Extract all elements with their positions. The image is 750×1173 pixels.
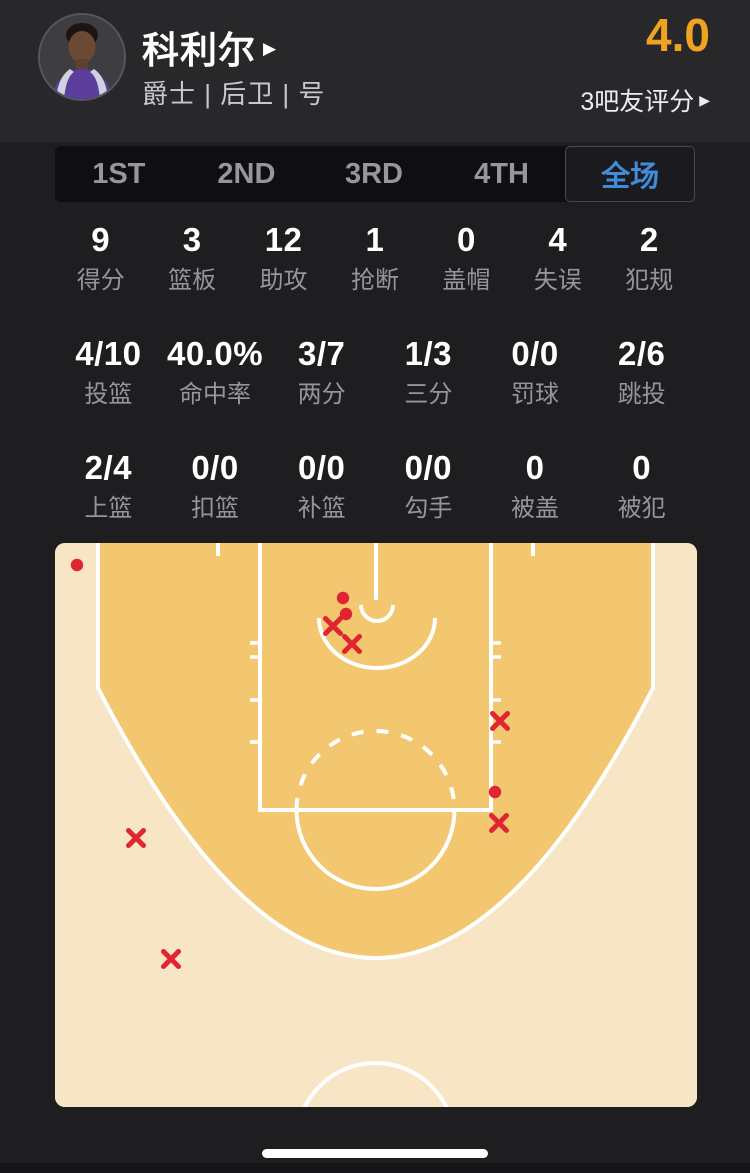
stat-points: 9 得分 <box>55 222 146 295</box>
rating-link[interactable]: 3吧友评分 ▶ <box>580 82 710 118</box>
stat-jumpshot: 2/6 跳投 <box>588 336 695 409</box>
stat-blocked: 0 被盖 <box>482 450 589 523</box>
stat-blocks: 0 盖帽 <box>421 222 512 295</box>
stat-fouls: 2 犯规 <box>604 222 695 295</box>
missed-shot-marker <box>489 813 509 833</box>
stat-blocked-label: 被盖 <box>511 495 560 522</box>
player-header: 科利尔 ▶ 爵士 | 后卫 | 号 4.0 3吧友评分 ▶ <box>0 0 750 142</box>
stat-points-label: 得分 <box>76 267 125 294</box>
stat-fg-label: 投篮 <box>84 381 133 408</box>
stat-rebounds-label: 篮板 <box>168 267 217 294</box>
stat-fg: 4/10 投篮 <box>55 336 162 409</box>
stat-steals-label: 抢断 <box>350 267 399 294</box>
stat-layup-label: 上篮 <box>84 495 133 522</box>
stat-2pt-value: 3/7 <box>297 335 346 372</box>
stat-hook: 0/0 勾手 <box>375 450 482 523</box>
stat-fouled-label: 被犯 <box>617 495 666 522</box>
stat-putback-value: 0/0 <box>297 449 346 486</box>
stat-blocked-value: 0 <box>525 449 545 486</box>
stats-row-shot-types: 2/4 上篮 0/0 扣篮 0/0 补篮 0/0 勾手 0 被盖 0 被犯 <box>55 450 695 523</box>
stat-blocks-label: 盖帽 <box>442 267 491 294</box>
made-shot-marker <box>336 591 350 605</box>
missed-shot-marker <box>342 634 362 654</box>
stat-2pt: 3/7 两分 <box>268 336 375 409</box>
player-name-link[interactable]: 科利尔 ▶ <box>142 20 276 74</box>
chevron-right-icon: ▶ <box>699 91 710 108</box>
tab-3rd[interactable]: 3RD <box>344 157 403 190</box>
stat-fg-value: 4/10 <box>75 335 142 372</box>
stat-dunk: 0/0 扣篮 <box>162 450 269 523</box>
stat-layup-value: 2/4 <box>84 449 133 486</box>
stat-points-value: 9 <box>91 221 111 258</box>
stat-fouled: 0 被犯 <box>588 450 695 523</box>
missed-shot-marker <box>323 616 343 636</box>
stat-3pt-value: 1/3 <box>404 335 453 372</box>
stats-row-basic: 9 得分 3 篮板 12 助攻 1 抢断 0 盖帽 4 失误 2 犯规 <box>55 222 695 295</box>
stat-layup: 2/4 上篮 <box>55 450 162 523</box>
missed-shot-marker <box>490 711 510 731</box>
halfcourt-diagram <box>55 543 697 1107</box>
stat-assists-value: 12 <box>264 221 303 258</box>
home-indicator <box>262 1149 488 1158</box>
rating-label: 3吧友评分 <box>580 88 695 116</box>
stat-fg-pct: 40.0% 命中率 <box>162 336 269 409</box>
stat-assists: 12 助攻 <box>238 222 329 295</box>
stat-putback-label: 补篮 <box>297 495 346 522</box>
missed-shot-marker <box>161 949 181 969</box>
missed-shot-marker <box>126 828 146 848</box>
stat-hook-value: 0/0 <box>404 449 453 486</box>
made-shot-marker <box>488 785 502 799</box>
stat-steals: 1 抢断 <box>329 222 420 295</box>
stat-3pt-label: 三分 <box>404 381 453 408</box>
shot-markers <box>70 558 510 969</box>
rating-value: 4.0 <box>646 9 710 61</box>
stat-rebounds-value: 3 <box>182 221 202 258</box>
player-info: 爵士 | 后卫 | 号 <box>142 79 326 109</box>
stat-turnovers: 4 失误 <box>512 222 603 295</box>
stat-dunk-label: 扣篮 <box>191 495 239 522</box>
stat-ft-label: 罚球 <box>511 381 560 408</box>
stat-fouls-label: 犯规 <box>625 267 674 294</box>
stat-ft: 0/0 罚球 <box>482 336 589 409</box>
made-shot-marker <box>339 607 353 621</box>
stat-turnovers-value: 4 <box>548 221 568 258</box>
stat-jumpshot-value: 2/6 <box>618 335 666 372</box>
stat-assists-label: 助攻 <box>259 267 308 294</box>
tab-4th[interactable]: 4TH <box>474 157 529 190</box>
stat-ft-value: 0/0 <box>511 335 559 372</box>
stat-2pt-label: 两分 <box>297 381 346 408</box>
stat-putback: 0/0 补篮 <box>268 450 375 523</box>
player-avatar[interactable] <box>38 13 126 101</box>
stat-fouled-value: 0 <box>632 449 652 486</box>
shot-chart <box>55 543 697 1107</box>
stat-fg-pct-label: 命中率 <box>179 381 251 408</box>
stat-jumpshot-label: 跳投 <box>617 381 666 408</box>
stat-turnovers-label: 失误 <box>533 267 582 294</box>
tab-full-game[interactable]: 全场 <box>565 146 695 202</box>
tab-2nd[interactable]: 2ND <box>217 157 276 190</box>
player-photo <box>40 15 124 99</box>
chevron-right-icon: ▶ <box>263 39 277 58</box>
player-name: 科利尔 <box>142 30 256 71</box>
stats-row-shooting: 4/10 投篮 40.0% 命中率 3/7 两分 1/3 三分 0/0 罚球 2… <box>55 336 695 409</box>
stat-fouls-value: 2 <box>639 221 659 258</box>
stat-steals-value: 1 <box>365 221 385 258</box>
quarter-tabs: 1ST 2ND 3RD 4TH 全场 <box>55 146 695 202</box>
bottom-strip <box>0 1163 750 1173</box>
stat-rebounds: 3 篮板 <box>146 222 237 295</box>
stat-dunk-value: 0/0 <box>191 449 239 486</box>
stat-blocks-value: 0 <box>456 221 476 258</box>
stat-hook-label: 勾手 <box>404 495 453 522</box>
stat-3pt: 1/3 三分 <box>375 336 482 409</box>
made-shot-marker <box>70 558 84 572</box>
stat-fg-pct-value: 40.0% <box>166 335 264 372</box>
tab-1st[interactable]: 1ST <box>92 157 146 190</box>
